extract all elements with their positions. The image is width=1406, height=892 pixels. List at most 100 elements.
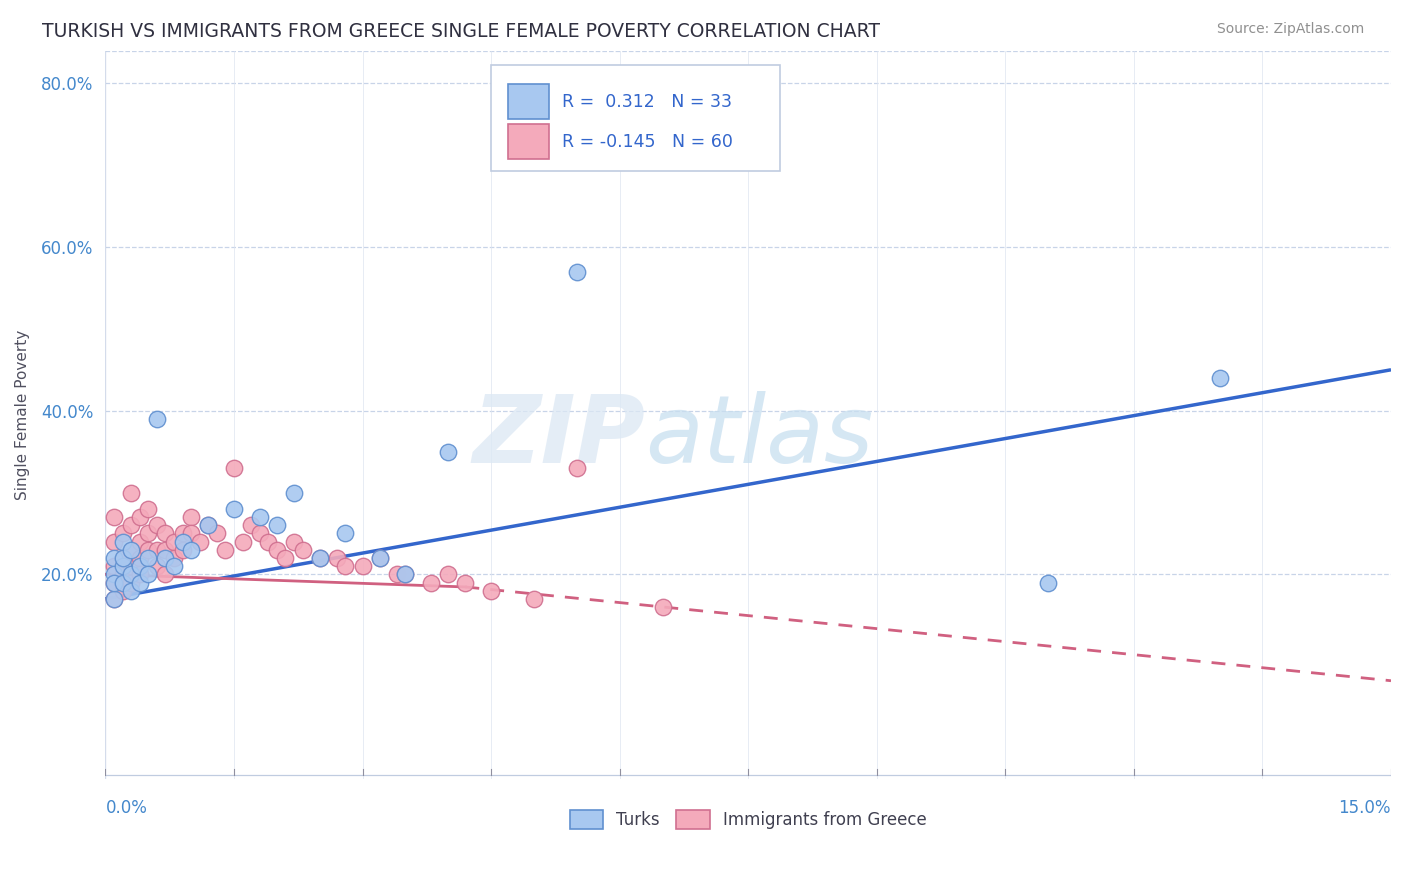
Point [197, 518, 219, 533]
Point [240, 518, 263, 533]
Point [120, 518, 142, 533]
Point [214, 542, 236, 557]
Point [128, 534, 150, 549]
Point [120, 583, 142, 598]
Point [111, 583, 134, 598]
Point [128, 510, 150, 524]
Y-axis label: Single Female Poverty: Single Female Poverty [15, 330, 30, 500]
Point [197, 518, 219, 533]
Text: R = -0.145   N = 60: R = -0.145 N = 60 [562, 133, 733, 151]
Point [146, 559, 169, 574]
Point [136, 551, 159, 566]
Point [437, 567, 460, 582]
Point [103, 559, 125, 574]
Point [1208, 371, 1230, 385]
Point [120, 542, 142, 557]
Point [146, 542, 169, 557]
FancyBboxPatch shape [508, 124, 548, 159]
Point [352, 559, 374, 574]
Point [111, 575, 134, 590]
Point [326, 551, 349, 566]
Point [146, 518, 169, 533]
Point [454, 575, 477, 590]
Point [128, 559, 150, 574]
Point [120, 575, 142, 590]
Point [111, 551, 134, 566]
Point [479, 583, 502, 598]
Point [111, 559, 134, 574]
Text: TURKISH VS IMMIGRANTS FROM GREECE SINGLE FEMALE POVERTY CORRELATION CHART: TURKISH VS IMMIGRANTS FROM GREECE SINGLE… [42, 22, 880, 41]
Point [136, 542, 159, 557]
Point [172, 542, 194, 557]
Point [103, 575, 125, 590]
Text: R =  0.312   N = 33: R = 0.312 N = 33 [562, 93, 731, 111]
Point [222, 502, 245, 516]
Point [420, 575, 443, 590]
Point [188, 534, 211, 549]
Point [136, 567, 159, 582]
Point [128, 551, 150, 566]
Point [111, 534, 134, 549]
Text: 0.0%: 0.0% [105, 799, 148, 817]
Point [172, 534, 194, 549]
Point [249, 526, 271, 541]
Point [232, 534, 254, 549]
Point [163, 559, 186, 574]
Point [180, 542, 202, 557]
Point [103, 567, 125, 582]
Point [111, 551, 134, 566]
Point [205, 526, 228, 541]
Point [163, 534, 186, 549]
Point [222, 461, 245, 475]
Point [128, 575, 150, 590]
FancyBboxPatch shape [491, 65, 780, 171]
Legend: Turks, Immigrants from Greece: Turks, Immigrants from Greece [562, 804, 934, 836]
Point [565, 264, 588, 278]
Point [103, 575, 125, 590]
Point [565, 461, 588, 475]
Point [120, 559, 142, 574]
Point [103, 591, 125, 606]
Point [155, 551, 177, 566]
Point [274, 551, 297, 566]
Point [146, 412, 169, 426]
Point [368, 551, 391, 566]
Point [136, 502, 159, 516]
Point [291, 542, 314, 557]
Point [523, 591, 546, 606]
Point [651, 600, 673, 615]
Point [103, 534, 125, 549]
Point [155, 526, 177, 541]
Point [335, 559, 357, 574]
Point [155, 542, 177, 557]
Point [335, 526, 357, 541]
Point [172, 526, 194, 541]
Point [385, 567, 408, 582]
Point [394, 567, 416, 582]
Point [103, 510, 125, 524]
Point [266, 518, 288, 533]
Point [111, 526, 134, 541]
Point [103, 591, 125, 606]
Point [163, 551, 186, 566]
Point [437, 444, 460, 458]
FancyBboxPatch shape [508, 84, 548, 120]
Point [308, 551, 330, 566]
Point [1038, 575, 1060, 590]
Point [128, 567, 150, 582]
Text: 15.0%: 15.0% [1339, 799, 1391, 817]
Text: Source: ZipAtlas.com: Source: ZipAtlas.com [1216, 22, 1364, 37]
Point [283, 485, 305, 500]
Point [136, 526, 159, 541]
Point [120, 485, 142, 500]
Point [257, 534, 280, 549]
Point [155, 567, 177, 582]
Point [111, 567, 134, 582]
Point [120, 542, 142, 557]
Point [266, 542, 288, 557]
Point [120, 567, 142, 582]
Text: ZIP: ZIP [472, 391, 645, 483]
Point [368, 551, 391, 566]
Point [249, 510, 271, 524]
Point [103, 551, 125, 566]
